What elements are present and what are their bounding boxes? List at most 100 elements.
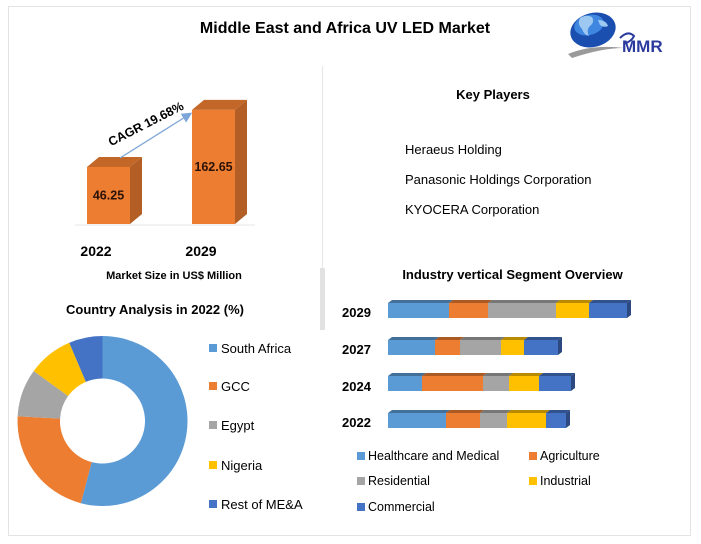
donut-slice-gcc [17,416,92,504]
segment-commercial [546,413,566,428]
x-axis-label: Market Size in US$ Million [106,270,242,282]
segment-healthcare-and-medical [388,376,422,391]
segment-top [422,373,487,376]
segment-top [460,337,505,340]
segment-agriculture [449,303,488,318]
segment-healthcare-and-medical [388,340,435,355]
bar-end-cap [627,300,631,318]
legend-label: Industrial [540,474,591,488]
segment-top [546,410,570,413]
segment-top [501,337,528,340]
legend-item: Commercial [357,499,435,515]
donut-slice-south-africa [80,336,188,506]
legend-swatch [357,477,365,485]
frame-border [8,6,691,536]
legend-label: Agriculture [540,449,600,463]
segment-top [480,410,511,413]
legend-swatch [529,477,537,485]
key-player-item: Heraeus Holding [405,142,502,157]
segment-top [509,373,543,376]
segment-residential [460,340,501,355]
legend-item: South Africa [209,340,291,356]
key-player-item: Panasonic Holdings Corporation [405,172,592,187]
legend-swatch [209,461,217,469]
segment-top [388,410,450,413]
bar-side [130,156,142,224]
bar-top [192,99,247,110]
bar-front [87,166,130,224]
segment-agriculture [446,413,480,428]
y-tick-label: 2027 [342,342,371,357]
x-tick-label: 2022 [80,243,112,259]
bar-top [87,156,142,167]
segment-industrial [509,376,539,391]
segment-industrial [556,303,589,318]
legend-item: Industrial [529,473,591,489]
segment-residential [480,413,507,428]
segment-top [589,300,631,303]
bar-2022: 46.25 [87,156,142,224]
legend-swatch [209,382,217,390]
divider-handle [320,268,325,330]
bar-end-cap [566,410,570,428]
bar-side [235,99,247,224]
segment-top [524,337,562,340]
legend-label: Residential [368,474,430,488]
segment-top [556,300,593,303]
segment-top [488,300,560,303]
segment-commercial [524,340,558,355]
legend-swatch [209,500,217,508]
legend-label: Egypt [221,417,255,433]
legend-item: GCC [209,378,250,394]
segment-top [435,337,464,340]
segment-commercial [539,376,571,391]
segment-top [507,410,550,413]
legend-swatch [357,452,365,460]
legend-label: Healthcare and Medical [368,449,500,463]
segment-top [388,300,453,303]
segment-industrial [507,413,546,428]
legend-item: Agriculture [529,448,600,464]
stacked-bar-2024 [388,373,575,391]
key-player-item: KYOCERA Corporation [405,202,540,217]
segment-stacked-bar-chart [388,300,631,428]
segment-residential [483,376,509,391]
divider [322,66,323,268]
segment-top [449,300,492,303]
cagr-arrow [119,112,193,159]
segment-top [446,410,484,413]
donut-chart-title: Country Analysis in 2022 (%) [66,302,244,317]
segment-agriculture [422,376,483,391]
legend-item: Nigeria [209,457,262,473]
bar-value-label: 162.65 [194,160,232,174]
segment-agriculture [435,340,460,355]
y-tick-label: 2029 [342,305,371,320]
legend-swatch [209,344,217,352]
bar-2029: 162.65 [192,99,247,224]
donut-slice-nigeria [33,342,86,397]
legend-label: Nigeria [221,457,263,473]
y-tick-label: 2024 [342,379,371,394]
legend-label: Rest of ME&A [221,496,303,512]
segment-top [388,373,426,376]
segment-healthcare-and-medical [388,413,446,428]
legend-swatch [529,452,537,460]
key-players-title: Key Players [456,87,530,102]
bar-front [192,109,235,224]
legend-item: Rest of ME&A [209,496,303,512]
donut-slice-rest-of-me-a [69,336,103,382]
mmr-logo: MMR [562,8,692,63]
donut-slice-egypt [17,371,69,419]
stacked-bar-2029 [388,300,631,318]
legend-item: Egypt [209,417,254,433]
segment-top [483,373,513,376]
segment-commercial [589,303,627,318]
stacked-bar-2027 [388,337,562,355]
segment-industrial [501,340,524,355]
legend-item: Residential [357,473,430,489]
segment-healthcare-and-medical [388,303,449,318]
x-tick-label: 2029 [185,243,217,259]
legend-swatch [357,503,365,511]
legend-label: GCC [221,378,250,394]
